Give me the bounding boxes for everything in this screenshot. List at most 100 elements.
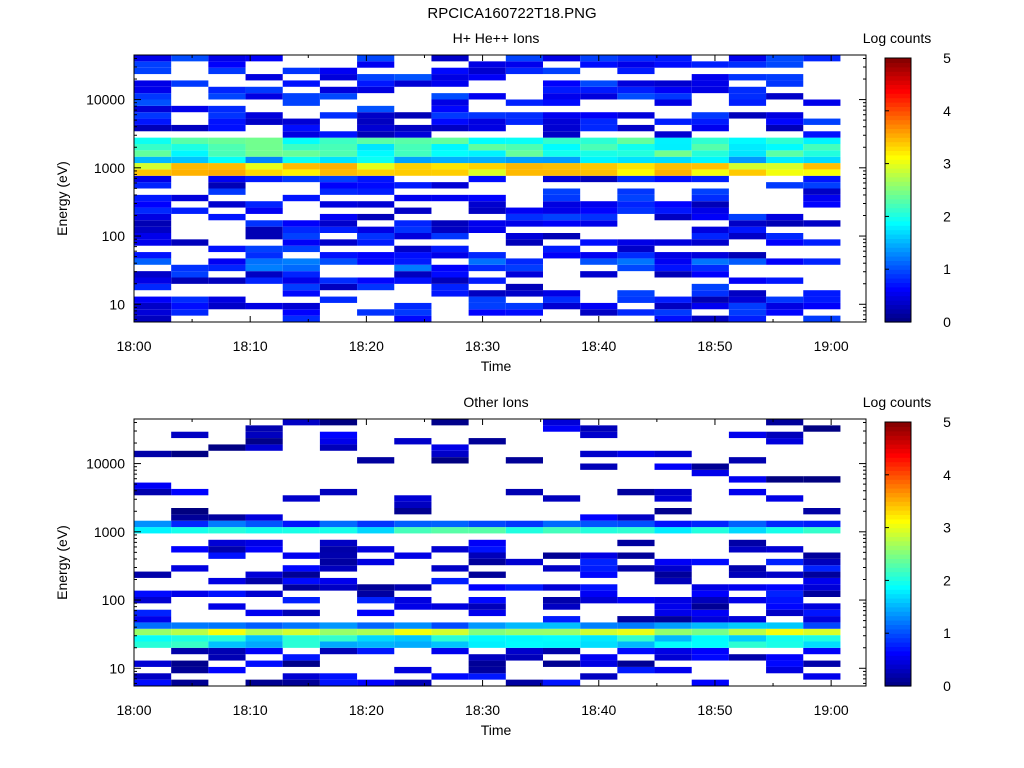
spectrogram-cell: [282, 226, 320, 233]
colorbar-segment: [885, 620, 911, 625]
spectrogram-cell: [654, 86, 692, 94]
colorbar-segment: [885, 137, 911, 143]
spectrogram-cell: [245, 112, 283, 119]
spectrogram-cell: [542, 86, 581, 94]
spectrogram-cell: [728, 258, 767, 265]
spectrogram-cell: [245, 647, 283, 655]
spectrogram-cell: [505, 118, 543, 125]
spectrogram-cell: [357, 86, 395, 94]
colorbar-segment: [885, 571, 911, 577]
spectrogram-cell: [580, 450, 618, 458]
spectrogram-cell: [319, 86, 358, 94]
spectrogram-cell: [654, 131, 692, 138]
spectrogram-cell: [134, 124, 172, 132]
spectrogram-cell: [766, 666, 804, 674]
spectrogram-cell: [134, 309, 172, 316]
spectrogram-cell: [319, 577, 358, 585]
spectrogram-cell: [319, 546, 358, 553]
spectrogram-cell: [319, 527, 358, 534]
spectrogram-cell: [394, 277, 432, 284]
spectrogram-cell: [542, 290, 581, 297]
spectrogram-cell: [282, 80, 320, 87]
spectrogram-cell: [691, 469, 729, 477]
colorbar-segment: [885, 633, 911, 639]
spectrogram-cell: [394, 163, 432, 170]
x-tick-label: 18:50: [697, 338, 732, 354]
spectrogram-cell: [171, 431, 209, 439]
spectrogram-cell: [282, 584, 320, 591]
spectrogram-cell: [134, 175, 172, 183]
spectrogram-cell: [357, 182, 395, 189]
colorbar-tick-label: 0: [943, 314, 951, 330]
spectrogram-cell: [654, 80, 692, 87]
spectrogram-cell: [394, 315, 432, 322]
spectrogram-cell: [468, 584, 506, 591]
colorbar-segment: [885, 203, 911, 209]
spectrogram-cell: [691, 201, 729, 208]
spectrogram-cell: [766, 239, 804, 246]
spectrogram-cell: [319, 679, 358, 686]
y-tick-label: 1000: [94, 524, 125, 540]
spectrogram-cell: [691, 163, 729, 170]
spectrogram-cell: [542, 635, 581, 642]
spectrogram-cell: [505, 112, 543, 119]
spectrogram-cell: [691, 622, 729, 629]
colorbar-segment: [885, 181, 911, 187]
spectrogram-cell: [580, 239, 618, 246]
spectrogram-cell: [208, 169, 246, 176]
spectrogram-cell: [282, 609, 320, 617]
spectrogram-cell: [505, 213, 543, 221]
spectrogram-cell: [245, 93, 283, 100]
spectrogram-cell: [580, 144, 618, 151]
spectrogram-cell: [728, 546, 767, 553]
spectrogram-cell: [654, 527, 692, 534]
spectrogram-cell: [654, 296, 692, 303]
spectrogram-cell: [617, 616, 655, 623]
spectrogram-cell: [134, 112, 172, 119]
colorbar-segment: [885, 470, 911, 476]
colorbar-segment: [885, 562, 911, 568]
spectrogram-cell: [580, 425, 618, 432]
spectrogram-cell: [282, 194, 320, 202]
spectrogram-cell: [431, 182, 469, 189]
spectrogram-cell: [505, 55, 543, 62]
spectrogram-cell: [245, 622, 283, 629]
spectrogram-cell: [766, 597, 804, 604]
colorbar-segment: [885, 128, 911, 134]
spectrogram-cell: [357, 622, 395, 629]
spectrogram-cell: [171, 647, 209, 655]
spectrogram-cell: [245, 546, 283, 553]
spectrogram-cell: [208, 641, 246, 648]
spectrogram-cell: [245, 431, 283, 439]
spectrogram-cell: [171, 514, 209, 521]
spectrogram-cell: [171, 309, 209, 316]
spectrogram-cell: [394, 508, 432, 515]
spectrogram-cell: [394, 112, 432, 119]
spectrogram-cell: [468, 112, 506, 119]
colorbar-segment: [885, 628, 911, 634]
colorbar-segment: [885, 150, 911, 156]
spectrogram-cell: [245, 207, 283, 214]
spectrogram-cell: [208, 666, 246, 674]
colorbar-segment: [885, 681, 911, 687]
spectrogram-cell: [431, 277, 469, 284]
colorbar-segment: [885, 576, 911, 581]
spectrogram-cell: [803, 239, 841, 246]
spectrogram-cell: [766, 309, 804, 316]
spectrogram-cell: [468, 137, 506, 144]
spectrogram-cell: [542, 419, 581, 426]
spectrogram-cell: [245, 74, 283, 81]
spectrogram-cell: [468, 220, 506, 227]
colorbar-segment: [885, 637, 911, 643]
spectrogram-cell: [357, 201, 395, 208]
spectrogram-cell: [245, 271, 283, 278]
spectrogram-cell: [542, 112, 581, 119]
spectrogram-cell: [282, 137, 320, 144]
spectrogram-cell: [728, 571, 767, 578]
spectrogram-cell: [617, 514, 655, 521]
spectrogram-cell: [357, 124, 395, 132]
spectrogram-cell: [654, 55, 692, 62]
spectrogram-cell: [319, 628, 358, 636]
spectrogram-cell: [654, 603, 692, 610]
